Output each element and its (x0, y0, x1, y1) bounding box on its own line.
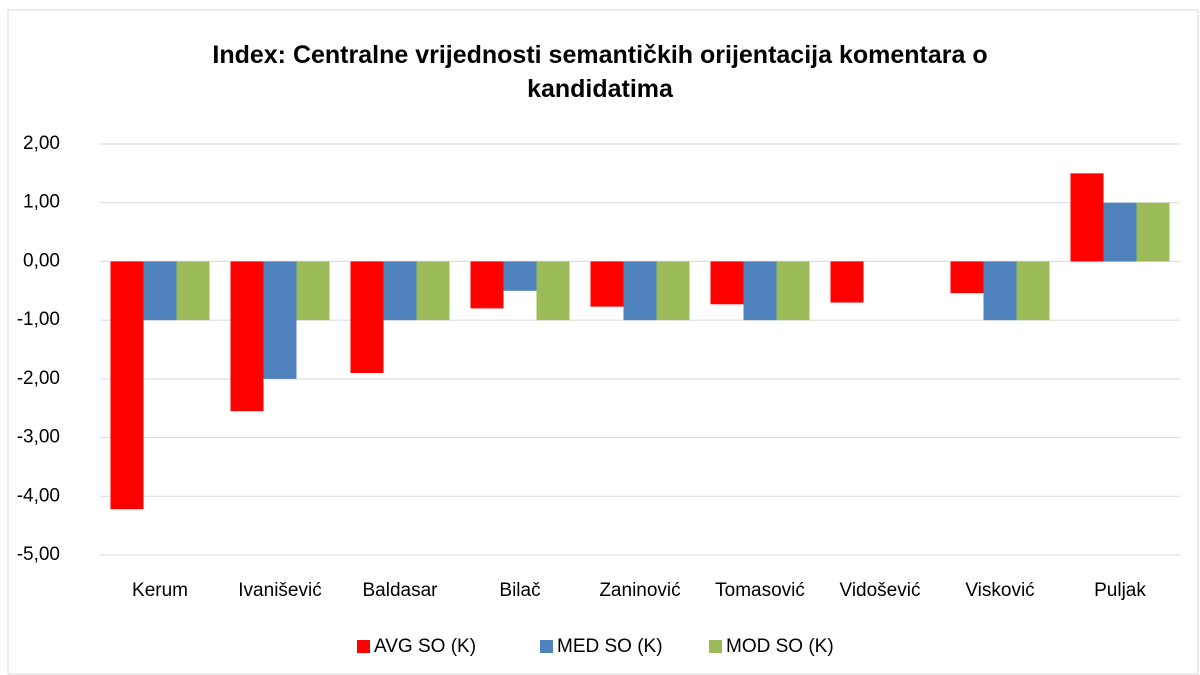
bar (950, 261, 984, 294)
y-tick-label: -5,00 (17, 544, 60, 565)
bar (263, 261, 297, 379)
bar (1103, 202, 1137, 262)
legend-swatch (709, 640, 722, 653)
bar (503, 261, 537, 291)
bar (296, 261, 330, 321)
bar (1136, 202, 1170, 262)
bar (1016, 261, 1050, 321)
bar (470, 261, 504, 309)
y-tick-label: -3,00 (17, 427, 60, 448)
chart-title: Index: Centralne vrijednosti semantičkih… (212, 41, 988, 103)
y-tick-label: 2,00 (23, 133, 60, 154)
bar (590, 261, 624, 307)
x-tick-label: Visković (965, 580, 1034, 601)
legend-label: MOD SO (K) (726, 636, 834, 657)
bar (176, 261, 210, 321)
bar (623, 261, 657, 321)
legend-label: MED SO (K) (557, 636, 663, 657)
x-tick-label: Tomasović (715, 580, 805, 601)
y-tick-label: -4,00 (17, 485, 60, 506)
bar (110, 261, 144, 510)
bar (983, 261, 1017, 321)
x-tick-label: Zaninović (599, 580, 680, 601)
bar (536, 261, 570, 321)
bar (383, 261, 417, 321)
x-tick-label: Kerum (132, 580, 188, 601)
x-tick-label: Vidošević (840, 580, 921, 601)
y-tick-label: -1,00 (17, 309, 60, 330)
chart-border (7, 9, 1199, 675)
bar (776, 261, 810, 321)
y-tick-label: 0,00 (23, 250, 60, 271)
y-tick-label: 1,00 (23, 192, 60, 213)
bar (416, 261, 450, 321)
bar (230, 261, 264, 412)
bar (743, 261, 777, 321)
legend-label: AVG SO (K) (374, 636, 476, 657)
bar (143, 261, 177, 321)
y-tick-label: -2,00 (17, 368, 60, 389)
bar (830, 261, 864, 303)
x-tick-label: Ivanišević (238, 580, 321, 601)
bar (1070, 173, 1104, 262)
legend-swatch (357, 640, 370, 653)
bar (710, 261, 744, 305)
bar (656, 261, 690, 321)
x-tick-label: Puljak (1094, 580, 1146, 601)
legend-swatch (540, 640, 553, 653)
bar (350, 261, 384, 373)
x-tick-label: Bilač (499, 580, 540, 601)
x-tick-label: Baldasar (363, 580, 439, 601)
